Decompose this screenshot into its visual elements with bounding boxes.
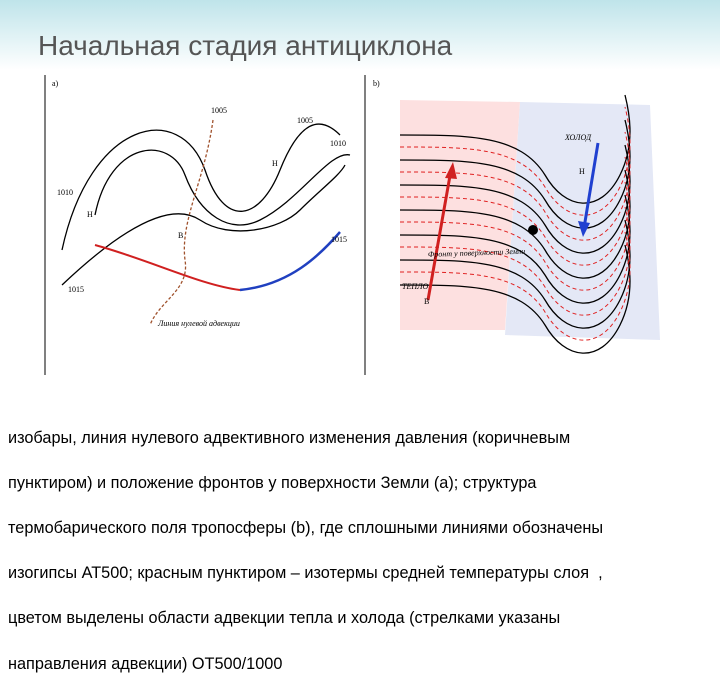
- arrow-head: [445, 162, 457, 179]
- front-label: Фронт у поверхности Земли: [428, 247, 526, 259]
- cold-area: [505, 102, 660, 340]
- isobar-label: 1015: [68, 285, 84, 294]
- isobar: [61, 164, 346, 286]
- isobars: [61, 123, 351, 286]
- isobar-label: 1010: [57, 188, 73, 197]
- title: Начальная стадия антициклона: [38, 30, 453, 61]
- isobar: [61, 123, 341, 251]
- caption-line: изобары, линия нулевого адвективного изм…: [8, 428, 571, 447]
- panel-label: b): [373, 79, 380, 88]
- slide: Начальная стадия антициклона а) 1005 100…: [0, 0, 720, 375]
- caption-line: термобарического поля тропосферы (b), гд…: [8, 518, 604, 537]
- arrow-head: [578, 221, 590, 237]
- isobar-label: 1010: [330, 139, 346, 148]
- page: Начальная стадия антициклона а) 1005 100…: [0, 0, 720, 673]
- pressure-label: В: [424, 297, 429, 306]
- caption-line: пунктиром) и положение фронтов у поверхн…: [8, 473, 537, 492]
- caption: изобары, линия нулевого адвективного изм…: [8, 404, 603, 698]
- pressure-label: Н: [579, 167, 585, 176]
- zero-line: [149, 119, 214, 326]
- warm-arrow: [426, 169, 453, 301]
- caption-line: цветом выделены области адвекции тепла и…: [8, 609, 561, 628]
- isobar-label: 1005: [211, 106, 227, 115]
- caption-line: изогипсы АТ500; красным пунктиром – изот…: [8, 564, 603, 583]
- warm-label: ТЕПЛО: [402, 282, 429, 291]
- zero-line-label: Линия нулевой адвекции: [157, 319, 240, 328]
- isobar-label: 1005: [297, 116, 313, 125]
- header-band: [0, 0, 720, 70]
- pressure-label: Н: [87, 210, 93, 219]
- caption-line: направления адвекции) ОТ500/1000: [8, 654, 283, 673]
- isobar-label: 1015: [331, 235, 347, 244]
- panel-label: а): [52, 79, 59, 88]
- warm-front: [94, 244, 241, 291]
- pressure-label: В: [178, 231, 183, 240]
- cold-front: [239, 231, 341, 292]
- pressure-label: Н: [272, 159, 278, 168]
- point: [528, 225, 538, 235]
- cold-label: ХОЛОД: [564, 133, 592, 142]
- cold-arrow: [582, 142, 600, 229]
- isobar: [94, 149, 351, 226]
